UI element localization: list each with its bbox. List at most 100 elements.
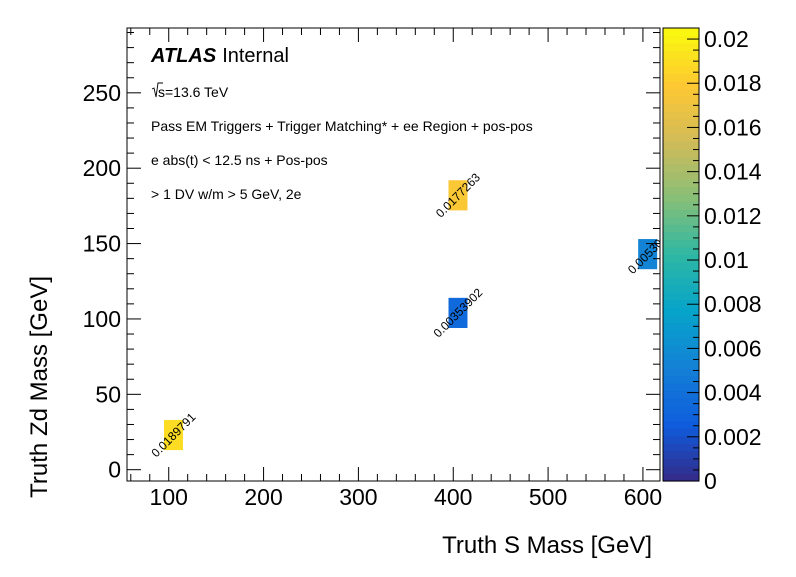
cell-value-label: 0.0189791 xyxy=(148,410,198,460)
colorbar-segment xyxy=(663,420,699,429)
colorbar-segment xyxy=(663,262,699,271)
y-tick-label: 200 xyxy=(83,155,121,181)
colorbar-segment xyxy=(663,435,699,444)
colorbar-tick-label: 0.018 xyxy=(704,70,762,96)
colorbar-segment xyxy=(663,163,699,173)
colorbar-tick-label: 0.012 xyxy=(704,203,762,229)
plot-frame xyxy=(126,27,661,482)
colorbar-segment xyxy=(663,337,699,346)
colorbar-segment xyxy=(663,299,699,308)
colorbar-segment xyxy=(663,246,699,256)
colorbar-segment xyxy=(663,201,699,210)
colorbar-segment xyxy=(663,330,699,339)
colorbar-segment xyxy=(663,458,699,467)
selection-line-2: e abs(t) < 12.5 ns + Pos-pos xyxy=(151,152,328,168)
colorbar-segment xyxy=(663,95,699,105)
x-tick-label: 300 xyxy=(339,484,377,510)
x-axis-title: Truth S Mass [GeV] xyxy=(442,532,652,559)
colorbar-segment xyxy=(663,382,699,391)
atlas-text: ATLAS xyxy=(150,45,217,67)
colorbar-segment xyxy=(663,73,699,82)
colorbar-segment xyxy=(663,254,699,263)
x-tick-label: 400 xyxy=(434,484,472,510)
colorbar-segment xyxy=(663,141,699,150)
heatmap-cell xyxy=(638,239,658,270)
y-tick-label: 150 xyxy=(83,231,121,257)
colorbar-tick-label: 0.002 xyxy=(704,424,762,450)
colorbar-segment xyxy=(663,35,699,44)
heatmap-cell xyxy=(448,180,468,211)
colorbar-segment xyxy=(663,413,699,422)
svg-text:s=13.6 TeV: s=13.6 TeV xyxy=(158,84,229,100)
cell-value-label: 0.0177263 xyxy=(433,170,483,220)
colorbar-segment xyxy=(663,224,699,233)
colorbar-segment xyxy=(663,171,699,180)
colorbar-segment xyxy=(663,397,699,407)
colorbar-segment xyxy=(663,284,699,293)
colorbar-segment xyxy=(663,194,699,203)
colorbar-segment xyxy=(663,269,699,278)
colorbar-segment xyxy=(663,80,699,89)
x-tick-label: 600 xyxy=(624,484,662,510)
colorbar-tick-label: 0.01 xyxy=(704,247,749,273)
colorbar-segment xyxy=(663,307,699,316)
colorbar-segment xyxy=(663,345,699,354)
colorbar-segment xyxy=(663,111,699,120)
selection-line-1: Pass EM Triggers + Trigger Matching* + e… xyxy=(151,118,533,134)
colorbar-segment xyxy=(663,231,699,240)
colorbar-segment xyxy=(663,156,699,165)
colorbar-tick-label: 0.008 xyxy=(704,291,762,317)
colorbar-segment xyxy=(663,375,699,384)
colorbar-tick-label: 0.02 xyxy=(704,26,749,52)
y-tick-label: 50 xyxy=(95,381,121,407)
colorbar-segment xyxy=(663,88,699,97)
x-tick-label: 100 xyxy=(150,484,188,510)
cell-value-label: 0.00353902 xyxy=(431,285,486,340)
colorbar-segment xyxy=(663,277,699,286)
colorbar-segment xyxy=(663,292,699,301)
colorbar-segment xyxy=(663,186,699,195)
colorbar-segment xyxy=(663,148,699,157)
colorbar-segment xyxy=(663,367,699,376)
colorbar-segment xyxy=(663,209,699,218)
sqrt-s-label: s=13.6 TeV xyxy=(151,82,229,100)
x-tick-label: 500 xyxy=(529,484,567,510)
colorbar-segment xyxy=(663,239,699,248)
colorbar-segment xyxy=(663,360,699,369)
colorbar-segment xyxy=(663,352,699,361)
colorbar-segment xyxy=(663,314,699,324)
colorbar-segment xyxy=(663,390,699,399)
y-tick-label: 100 xyxy=(83,306,121,332)
colorbar-segment xyxy=(663,43,699,52)
colorbar-segment xyxy=(663,450,699,459)
colorbar-segment xyxy=(663,428,699,437)
colorbar-segment xyxy=(663,126,699,135)
x-tick-label: 200 xyxy=(244,484,282,510)
colorbar-segment xyxy=(663,58,699,67)
y-tick-label: 0 xyxy=(108,457,121,483)
sqrt-icon xyxy=(151,82,163,98)
colorbar-segment xyxy=(663,443,699,452)
colorbar-segment xyxy=(663,50,699,59)
colorbar-segment xyxy=(663,28,699,37)
colorbar-tick-label: 0 xyxy=(704,468,717,494)
colorbar-segment xyxy=(663,179,699,188)
colorbar-segment xyxy=(663,322,699,331)
colorbar-tick-label: 0.006 xyxy=(704,335,762,361)
colorbar-frame xyxy=(662,27,700,482)
colorbar-segment xyxy=(663,133,699,142)
heatmap-cell xyxy=(163,419,183,451)
colorbar-tick-label: 0.014 xyxy=(704,159,762,185)
y-axis-title: Truth Zd Mass [GeV] xyxy=(26,276,53,498)
heatmap-cell xyxy=(448,297,468,328)
colorbar-segment xyxy=(663,405,699,414)
colorbar-segment xyxy=(663,118,699,127)
colorbar-tick-label: 0.004 xyxy=(704,380,762,406)
internal-text: Internal xyxy=(222,45,289,67)
colorbar-segment xyxy=(663,216,699,225)
colorbar-segment xyxy=(663,473,699,482)
y-tick-label: 250 xyxy=(83,80,121,106)
colorbar-tick-label: 0.016 xyxy=(704,114,762,140)
